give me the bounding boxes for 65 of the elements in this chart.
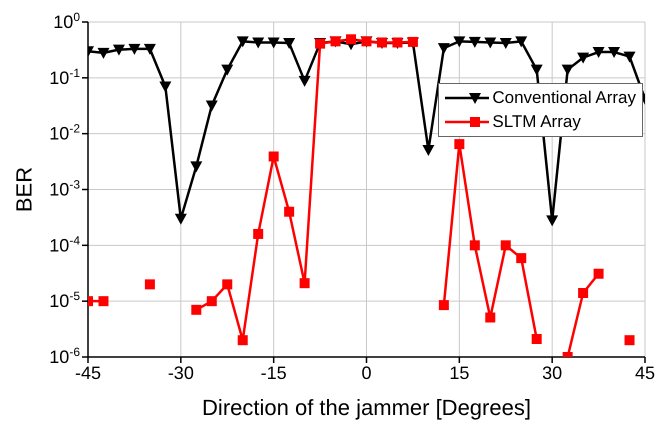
- y-tick-label: 10$^{-4}$: [49, 233, 80, 256]
- point: [300, 278, 310, 288]
- y-tick-label: 10$^{-3}$: [49, 178, 80, 200]
- point: [485, 312, 496, 322]
- y-tick-label: 10$^{-2}$: [49, 122, 80, 144]
- point: [592, 47, 605, 58]
- point: [252, 37, 264, 48]
- point: [97, 48, 110, 59]
- point: [174, 214, 187, 225]
- point: [206, 296, 217, 306]
- legend-label: SLTM Array: [492, 111, 581, 133]
- point: [206, 100, 218, 112]
- point: [159, 81, 172, 92]
- point: [454, 139, 464, 150]
- point: [453, 36, 466, 48]
- x-axis-title: Direction of the jammer [Degrees]: [202, 395, 531, 420]
- point: [238, 335, 248, 346]
- point: [608, 47, 620, 58]
- point: [577, 52, 590, 64]
- point: [422, 144, 434, 156]
- point: [190, 161, 202, 172]
- x-tick-label: 45: [634, 363, 656, 383]
- point: [500, 240, 511, 250]
- point: [298, 76, 311, 87]
- point: [516, 253, 526, 264]
- x-tick-label: 0: [361, 363, 372, 383]
- point: [98, 296, 108, 306]
- point: [562, 64, 574, 76]
- point: [594, 268, 604, 279]
- point: [515, 36, 528, 48]
- point: [283, 38, 296, 50]
- point: [530, 64, 543, 76]
- x-tick-label: 15: [449, 363, 470, 383]
- point: [546, 215, 558, 226]
- point: [268, 152, 279, 162]
- y-tick-label: 10$^{0}$: [53, 10, 80, 32]
- point: [144, 44, 156, 55]
- point: [112, 44, 125, 56]
- point: [222, 279, 232, 290]
- point: [500, 38, 512, 50]
- point: [468, 36, 481, 48]
- y-axis-title: BER: [12, 166, 36, 212]
- point: [578, 288, 588, 298]
- point: [284, 206, 294, 217]
- point: [236, 36, 249, 48]
- y-tick-label: 10$^{-1}$: [49, 66, 80, 88]
- point: [144, 279, 155, 290]
- point: [484, 37, 496, 48]
- point: [624, 335, 635, 346]
- point: [128, 44, 140, 55]
- point: [624, 52, 636, 63]
- x-tick-label: 30: [542, 363, 562, 383]
- point: [532, 334, 542, 344]
- point: [191, 304, 202, 315]
- point: [221, 64, 234, 76]
- point: [346, 34, 356, 44]
- y-tick-label: 10$^{-5}$: [49, 289, 80, 312]
- point: [470, 240, 480, 250]
- legend-label: Conventional Array: [492, 87, 636, 109]
- x-tick-label: -30: [168, 363, 194, 383]
- point: [268, 37, 280, 48]
- x-tick-label: -15: [260, 363, 287, 383]
- point: [253, 228, 264, 239]
- point: [438, 300, 449, 310]
- point: [438, 43, 450, 54]
